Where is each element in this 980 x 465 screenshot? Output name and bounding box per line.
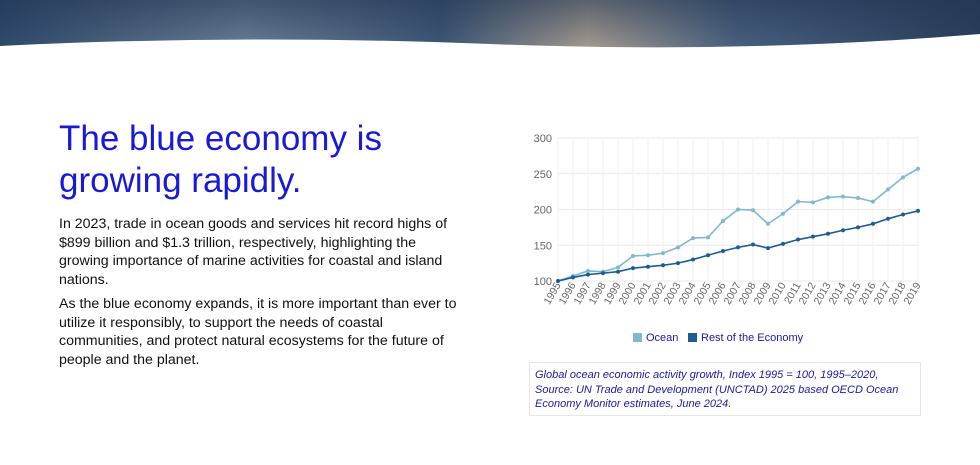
y-tick-label: 300 xyxy=(534,133,552,145)
ocean-data-point xyxy=(901,175,905,180)
rest-data-point xyxy=(841,228,845,233)
rest-data-point xyxy=(676,261,680,266)
y-tick-label: 250 xyxy=(534,169,552,181)
rest-data-point xyxy=(781,241,785,246)
rest-data-point xyxy=(811,234,815,239)
rest-data-point xyxy=(571,275,575,280)
rest-data-point xyxy=(721,248,725,253)
rest-data-point xyxy=(871,221,875,226)
rest-data-point xyxy=(661,263,665,268)
ocean-data-point xyxy=(886,187,890,192)
ocean-data-point xyxy=(676,245,680,250)
ocean-data-point xyxy=(661,251,665,256)
legend-rest-label: Rest of the Economy xyxy=(701,332,804,344)
rest-data-point xyxy=(856,225,860,230)
ocean-data-point xyxy=(736,207,740,212)
ocean-data-point xyxy=(811,200,815,205)
rest-data-point xyxy=(586,272,590,277)
ocean-data-point xyxy=(916,166,920,171)
rest-data-point xyxy=(556,279,560,283)
page-headline: The blue economy is growing rapidly. xyxy=(59,119,382,200)
rest-data-point xyxy=(916,208,920,213)
responsibility-paragraph: As the blue economy expands, it is more … xyxy=(59,296,457,368)
ocean-data-point xyxy=(826,195,830,200)
rest-data-point xyxy=(766,246,770,251)
rest-data-point xyxy=(901,212,905,217)
rest-data-point xyxy=(736,245,740,250)
rest-data-point xyxy=(751,242,755,247)
ocean-data-point xyxy=(691,236,695,241)
ocean-data-point xyxy=(856,196,860,201)
ocean-data-point xyxy=(781,211,785,216)
intro-paragraph: In 2023, trade in ocean goods and servic… xyxy=(59,216,448,288)
rest-data-point xyxy=(616,269,620,274)
ocean-data-point xyxy=(721,218,725,223)
ocean-data-point xyxy=(646,253,650,258)
growth-chart: 100 150 200 250 300 1995 1996 1997 1998 1999 2000 2… xyxy=(525,128,930,353)
ocean-data-point xyxy=(751,208,755,213)
ocean-data-point xyxy=(616,265,620,270)
x-tick-label: 2019 xyxy=(902,280,924,306)
rest-data-point xyxy=(796,237,800,242)
ocean-data-point xyxy=(871,199,875,204)
legend-rest-swatch xyxy=(688,333,697,342)
legend-ocean-swatch xyxy=(633,333,642,342)
ocean-data-point xyxy=(796,199,800,204)
rest-data-point xyxy=(601,271,605,276)
ocean-data-point xyxy=(631,253,635,258)
y-tick-label: 200 xyxy=(534,205,552,217)
chart-caption: Global ocean economic activity growth, I… xyxy=(529,362,921,416)
ocean-data-point xyxy=(586,268,590,273)
ocean-data-point xyxy=(841,194,845,199)
rest-data-point xyxy=(886,216,890,221)
y-tick-label: 150 xyxy=(534,240,552,252)
growth-chart-svg: 1001502002503001995199619971998199920002… xyxy=(534,133,924,344)
rest-data-point xyxy=(691,257,695,262)
rest-data-point xyxy=(646,264,650,269)
rest-data-point xyxy=(706,253,710,258)
rest-data-point xyxy=(631,266,635,271)
rest-data-point xyxy=(826,231,830,236)
ocean-data-point xyxy=(766,221,770,226)
ocean-data-point xyxy=(706,235,710,240)
legend-ocean-label: Ocean xyxy=(646,332,678,344)
y-tick-label: 100 xyxy=(534,276,552,288)
ocean-banner-image xyxy=(0,0,980,48)
